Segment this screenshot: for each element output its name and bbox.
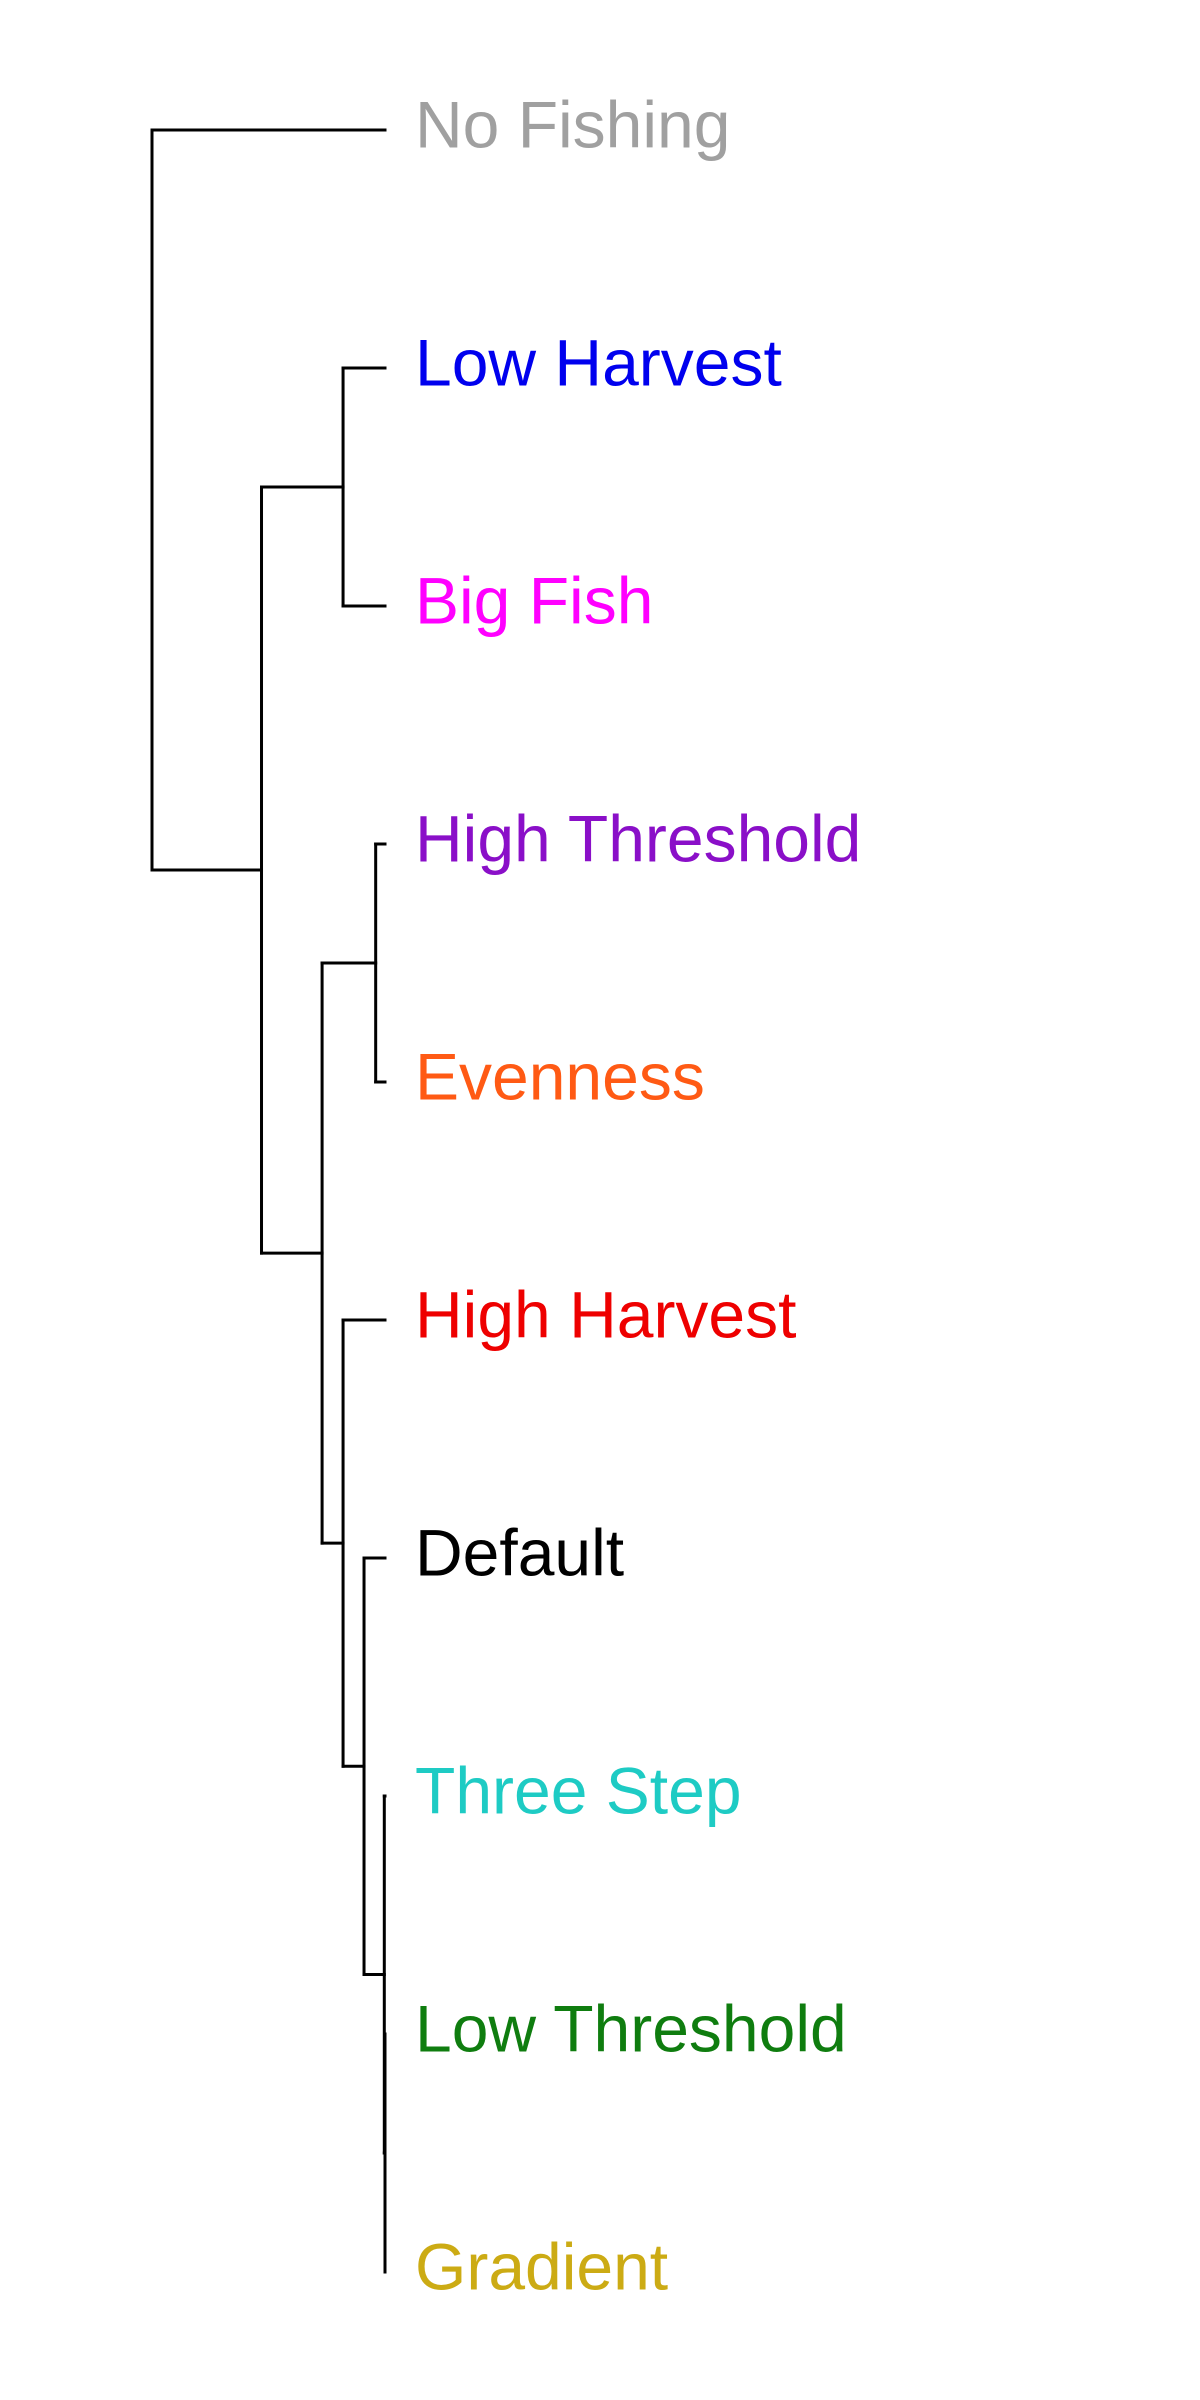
leaf-label-low-harvest: Low Harvest [415,325,782,399]
leaf-label-no-fishing: No Fishing [415,87,730,161]
leaf-label-high-threshold: High Threshold [415,801,861,875]
leaf-label-gradient: Gradient [415,2229,668,2303]
leaf-label-evenness: Evenness [415,1039,705,1113]
dendrogram-branches [150,128,387,2274]
dendrogram-labels: No Fishing Low Harvest Big Fish High Thresh… [415,87,861,2303]
leaf-label-default: Default [415,1515,624,1589]
leaf-label-high-harvest: High Harvest [415,1277,796,1351]
leaf-label-big-fish: Big Fish [415,563,653,637]
leaf-label-low-threshold: Low Threshold [415,1991,847,2065]
leaf-label-three-step: Three Step [415,1753,742,1827]
